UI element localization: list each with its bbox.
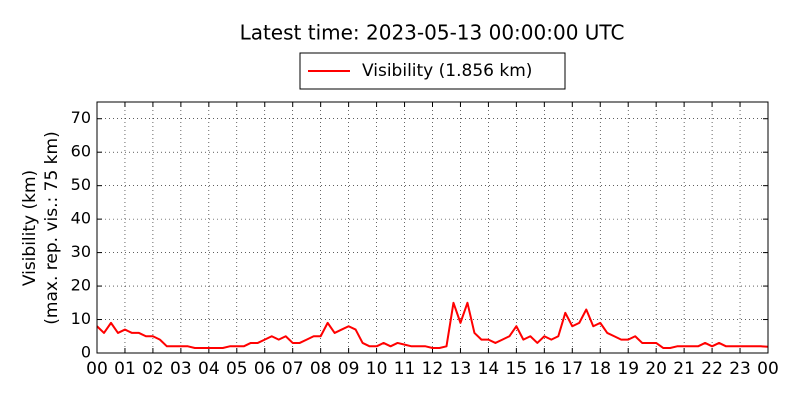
y-tick-label: 30 [71,242,91,261]
x-tick-label: 22 [701,359,723,379]
x-tick-label: 21 [673,359,695,379]
y-label: Visibility (km) (max. rep. vis.: 75 km) [20,131,62,324]
y-tick-label: 60 [71,142,91,161]
x-tick-label: 08 [310,359,332,379]
x-tick-label: 17 [561,359,583,379]
x-tick-label: 11 [394,359,416,379]
x-tick-label: 02 [142,359,164,379]
y-tick-label: 10 [71,309,91,328]
x-tick-label: 06 [254,359,276,379]
legend: Visibility (1.856 km) [299,52,566,90]
x-tick-label: 13 [450,359,472,379]
x-tick-label: 09 [338,359,360,379]
legend-label: Visibility (1.856 km) [362,61,532,81]
y-tick-label: 20 [71,276,91,295]
y-tick-label: 50 [71,175,91,194]
x-tick-label: 04 [198,359,220,379]
y-tick-label: 70 [71,108,91,127]
x-tick-label: 00 [86,359,108,379]
x-tick-label: 01 [114,359,136,379]
line-series [96,301,769,349]
x-tick-label: 00 [757,359,779,379]
x-tick-label: 07 [282,359,304,379]
chart-title: Latest time: 2023-05-13 00:00:00 UTC [240,21,625,45]
x-tick-label: 10 [366,359,388,379]
x-tick-label: 18 [589,359,611,379]
y-label-line: (max. rep. vis.: 75 km) [42,131,62,324]
y-tick-label: 0 [81,343,91,362]
plot-frame [96,101,769,354]
x-tick-label: 20 [645,359,667,379]
x-tick-label: 05 [226,359,248,379]
x-tick-label: 12 [422,359,444,379]
x-tick-label: 23 [729,359,751,379]
x-tick-label: 19 [617,359,639,379]
x-tick-label: 16 [534,359,556,379]
x-tick-label: 03 [170,359,192,379]
y-tick-label: 40 [71,209,91,228]
x-tick-label: 14 [478,359,500,379]
y-label-line: Visibility (km) [20,170,40,286]
x-tick-label: 15 [506,359,528,379]
